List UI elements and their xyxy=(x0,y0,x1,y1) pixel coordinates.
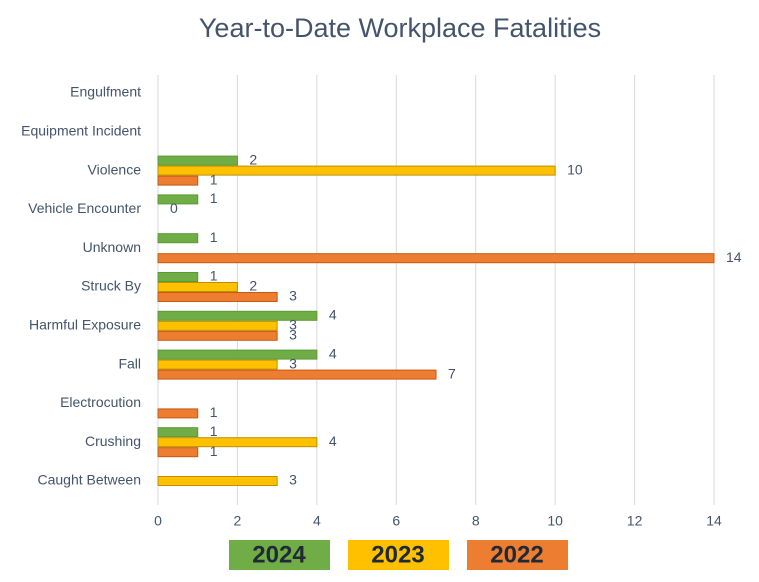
value-label: 4 xyxy=(329,307,337,323)
y-tick-label: Violence xyxy=(88,161,142,177)
value-label: 3 xyxy=(289,472,297,488)
bar xyxy=(157,330,278,341)
legend-swatch xyxy=(229,540,330,570)
value-label: 3 xyxy=(289,317,297,333)
value-label: 14 xyxy=(726,249,742,265)
bar xyxy=(157,194,199,205)
bar xyxy=(157,165,556,176)
value-label: 4 xyxy=(329,433,337,449)
x-tick-label: 0 xyxy=(154,513,162,529)
x-tick-label: 2 xyxy=(234,513,242,529)
value-label: 2 xyxy=(249,151,257,167)
y-tick-label: Equipment Incident xyxy=(21,123,141,139)
value-label: 2 xyxy=(249,278,257,294)
bar xyxy=(157,437,318,448)
legend-label: 2023 xyxy=(371,541,424,568)
y-tick-label: Crushing xyxy=(85,433,141,449)
bar xyxy=(157,272,199,282)
x-tick-label: 8 xyxy=(472,513,480,529)
legend-swatch xyxy=(467,540,568,570)
y-tick-label: Electrocution xyxy=(60,394,141,410)
legend-label: 2022 xyxy=(490,541,543,568)
value-label: 1 xyxy=(210,171,218,187)
chart-title: Year-to-Date Workplace Fatalities xyxy=(199,13,601,43)
legend-label: 2024 xyxy=(252,541,306,568)
value-label: 10 xyxy=(567,161,583,177)
x-tick-label: 4 xyxy=(313,513,321,529)
bar xyxy=(157,408,199,419)
x-tick-label: 10 xyxy=(547,513,563,529)
bar xyxy=(157,447,199,458)
legend-swatch xyxy=(348,540,449,570)
value-label: 1 xyxy=(210,268,218,284)
value-label: 7 xyxy=(448,365,456,381)
x-tick-label: 6 xyxy=(392,513,400,529)
y-tick-label: Fall xyxy=(118,355,141,371)
y-tick-label: Vehicle Encounter xyxy=(28,200,141,216)
bar xyxy=(157,282,238,292)
bar xyxy=(157,310,318,321)
value-label: 1 xyxy=(210,404,218,420)
bar xyxy=(157,427,199,438)
y-tick-label: Struck By xyxy=(81,278,141,294)
y-tick-label: Engulfment xyxy=(70,84,141,100)
value-label: 0 xyxy=(170,200,178,216)
bar xyxy=(157,253,715,264)
bar xyxy=(157,320,278,331)
y-tick-label: Caught Between xyxy=(37,472,141,488)
value-label: 1 xyxy=(210,190,218,206)
value-label: 3 xyxy=(289,288,297,304)
bar xyxy=(157,175,199,186)
bar xyxy=(157,359,278,370)
bar xyxy=(157,155,238,166)
value-label: 3 xyxy=(289,327,297,343)
y-tick-label: Unknown xyxy=(83,239,141,255)
value-label: 3 xyxy=(289,355,297,371)
value-label: 1 xyxy=(210,229,218,245)
value-label: 1 xyxy=(210,423,218,439)
value-label: 4 xyxy=(329,345,337,361)
bar xyxy=(157,349,318,360)
x-tick-label: 14 xyxy=(706,513,722,529)
y-tick-label: Harmful Exposure xyxy=(29,317,141,333)
value-label: 1 xyxy=(210,443,218,459)
x-tick-label: 12 xyxy=(627,513,643,529)
bar xyxy=(157,476,278,486)
bar xyxy=(157,233,199,244)
bar xyxy=(157,292,278,302)
bar xyxy=(157,369,437,380)
